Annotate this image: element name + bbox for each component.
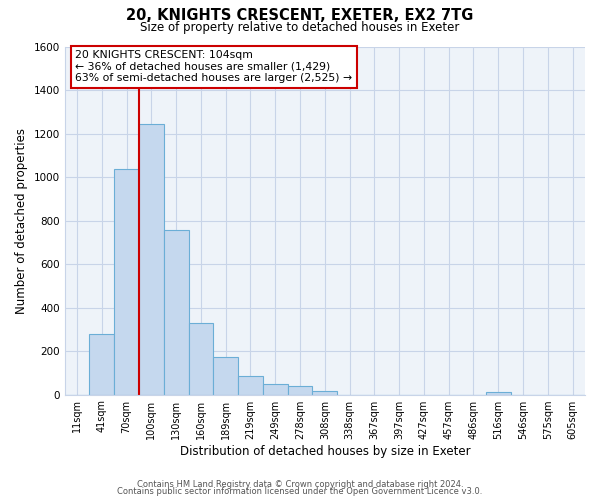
Bar <box>139 124 164 394</box>
Text: 20 KNIGHTS CRESCENT: 104sqm
← 36% of detached houses are smaller (1,429)
63% of : 20 KNIGHTS CRESCENT: 104sqm ← 36% of det… <box>75 50 352 83</box>
Text: 20, KNIGHTS CRESCENT, EXETER, EX2 7TG: 20, KNIGHTS CRESCENT, EXETER, EX2 7TG <box>127 8 473 22</box>
Bar <box>164 230 188 394</box>
Bar <box>287 386 313 394</box>
Bar <box>263 384 287 394</box>
Bar <box>486 392 511 394</box>
Y-axis label: Number of detached properties: Number of detached properties <box>15 128 28 314</box>
Bar <box>188 323 214 394</box>
Bar <box>313 390 337 394</box>
Text: Contains public sector information licensed under the Open Government Licence v3: Contains public sector information licen… <box>118 487 482 496</box>
Bar <box>238 376 263 394</box>
Bar <box>114 170 139 394</box>
Text: Contains HM Land Registry data © Crown copyright and database right 2024.: Contains HM Land Registry data © Crown c… <box>137 480 463 489</box>
Bar <box>89 334 114 394</box>
Text: Size of property relative to detached houses in Exeter: Size of property relative to detached ho… <box>140 21 460 34</box>
X-axis label: Distribution of detached houses by size in Exeter: Distribution of detached houses by size … <box>179 444 470 458</box>
Bar <box>214 356 238 395</box>
